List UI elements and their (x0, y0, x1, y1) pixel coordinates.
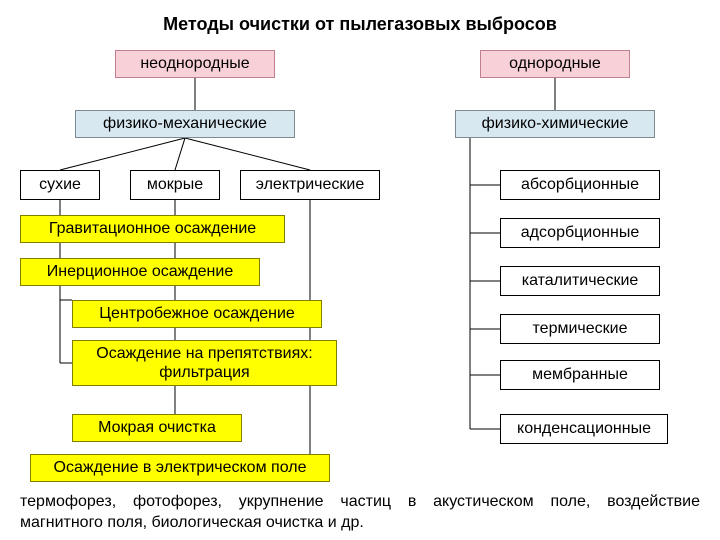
node-physmech: физико-механические (75, 110, 295, 138)
node-inert: Инерционное осаждение (20, 258, 260, 286)
node-filtr: Осаждение на препятствиях: фильтрация (72, 340, 337, 386)
node-electric: электрические (240, 170, 380, 200)
node-heterogeneous: неоднородные (115, 50, 275, 78)
node-wetclean: Мокрая очистка (72, 414, 242, 442)
node-centrif: Центробежное осаждение (72, 300, 322, 328)
footnote-text: термофорез, фотофорез, укрупнение частиц… (20, 492, 700, 534)
node-absorb: абсорбционные (500, 170, 660, 200)
node-efield: Осаждение в электрическом поле (30, 454, 330, 482)
node-cond: конденсационные (500, 414, 668, 444)
node-adsorb: адсорбционные (500, 218, 660, 248)
node-wet: мокрые (130, 170, 220, 200)
node-membr: мембранные (500, 360, 660, 390)
node-therm: термические (500, 314, 660, 344)
node-dry: сухие (20, 170, 100, 200)
node-homogeneous: однородные (480, 50, 630, 78)
diagram-title: Методы очистки от пылегазовых выбросов (0, 14, 720, 35)
node-physchem: физико-химические (455, 110, 655, 138)
node-grav: Гравитационное осаждение (20, 215, 285, 243)
node-catal: каталитические (500, 266, 660, 296)
